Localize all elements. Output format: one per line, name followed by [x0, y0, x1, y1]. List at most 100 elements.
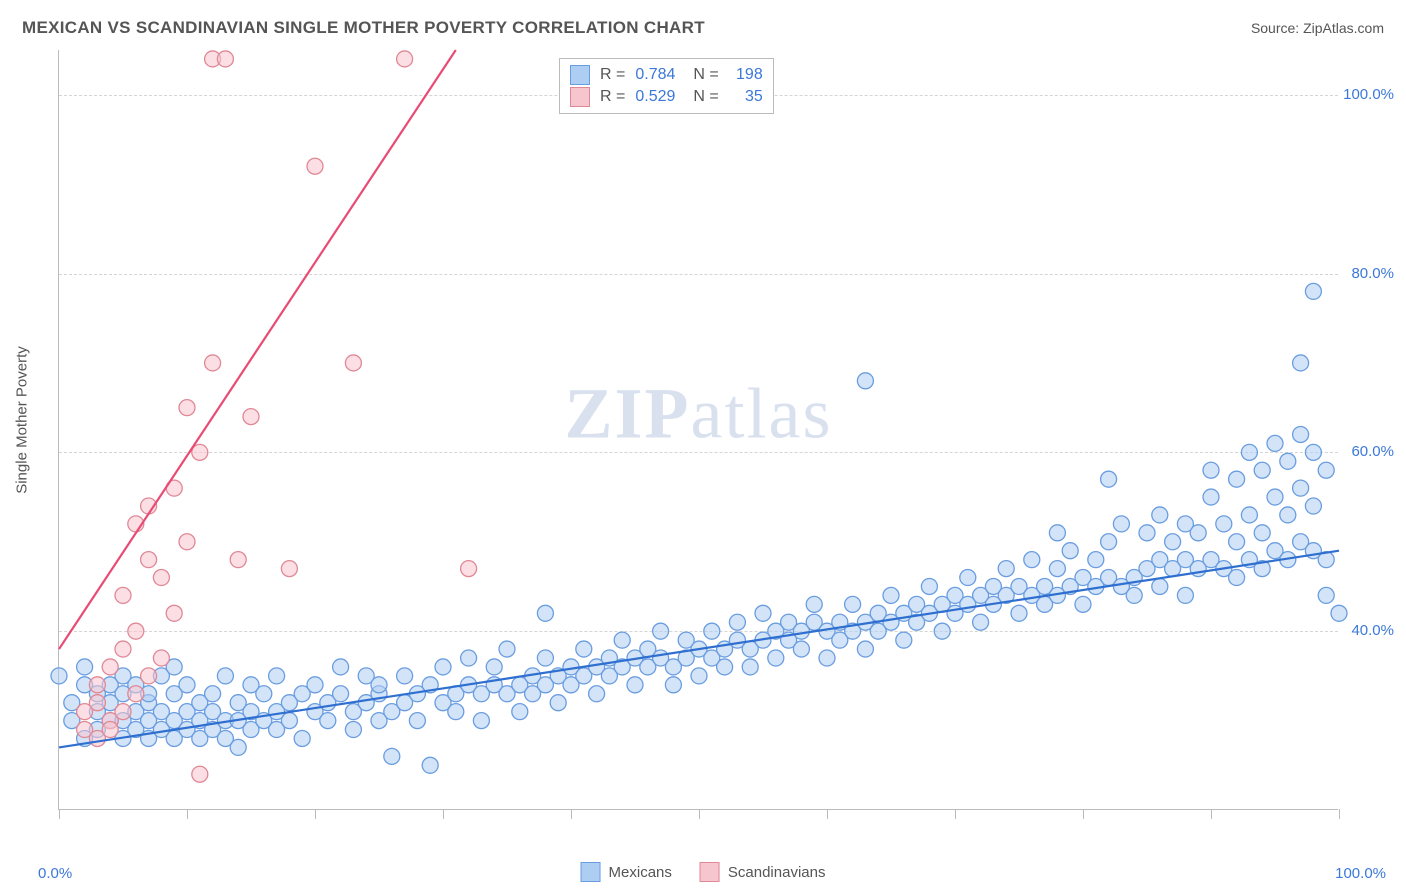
data-point	[230, 552, 246, 568]
data-point	[1280, 453, 1296, 469]
data-point	[192, 766, 208, 782]
x-tick	[1083, 809, 1084, 819]
data-point	[1088, 552, 1104, 568]
x-tick	[443, 809, 444, 819]
data-point	[473, 713, 489, 729]
legend-swatch	[581, 862, 601, 882]
data-point	[345, 355, 361, 371]
chart-title: MEXICAN VS SCANDINAVIAN SINGLE MOTHER PO…	[22, 18, 705, 38]
data-point	[793, 641, 809, 657]
data-point	[102, 659, 118, 675]
x-tick	[827, 809, 828, 819]
data-point	[384, 748, 400, 764]
legend-swatch	[700, 862, 720, 882]
data-point	[512, 704, 528, 720]
data-point	[857, 373, 873, 389]
data-point	[499, 641, 515, 657]
x-axis-min-label: 0.0%	[38, 865, 72, 882]
data-point	[653, 623, 669, 639]
x-tick	[1339, 809, 1340, 819]
data-point	[409, 713, 425, 729]
x-tick	[187, 809, 188, 819]
data-point	[1203, 489, 1219, 505]
stats-row: R = 0.784N = 198	[570, 65, 763, 85]
data-point	[179, 677, 195, 693]
data-point	[589, 686, 605, 702]
legend-label: Scandinavians	[728, 864, 826, 881]
data-point	[998, 561, 1014, 577]
data-point	[1049, 525, 1065, 541]
data-point	[1267, 489, 1283, 505]
data-point	[243, 409, 259, 425]
source-attribution: Source: ZipAtlas.com	[1251, 20, 1384, 36]
series-legend: Mexicans Scandinavians	[581, 862, 826, 882]
data-point	[141, 668, 157, 684]
data-point	[576, 641, 592, 657]
data-point	[896, 632, 912, 648]
data-point	[435, 659, 451, 675]
x-tick	[699, 809, 700, 819]
data-point	[1305, 283, 1321, 299]
data-point	[1177, 587, 1193, 603]
legend-item: Scandinavians	[700, 862, 826, 882]
data-point	[768, 650, 784, 666]
y-axis-label: Single Mother Poverty	[14, 346, 31, 494]
data-point	[1280, 507, 1296, 523]
data-point	[461, 561, 477, 577]
scatter-svg	[59, 50, 1338, 809]
data-point	[857, 641, 873, 657]
data-point	[1139, 525, 1155, 541]
data-point	[1049, 561, 1065, 577]
data-point	[973, 614, 989, 630]
data-point	[550, 695, 566, 711]
data-point	[1241, 444, 1257, 460]
data-point	[1254, 462, 1270, 478]
data-point	[755, 605, 771, 621]
data-point	[627, 677, 643, 693]
data-point	[1203, 462, 1219, 478]
data-point	[729, 614, 745, 630]
data-point	[1293, 480, 1309, 496]
data-point	[217, 51, 233, 67]
data-point	[934, 623, 950, 639]
y-tick-label: 40.0%	[1351, 622, 1394, 639]
data-point	[320, 713, 336, 729]
data-point	[691, 668, 707, 684]
x-tick	[1211, 809, 1212, 819]
stats-swatch	[570, 65, 590, 85]
stats-swatch	[570, 87, 590, 107]
data-point	[51, 668, 67, 684]
data-point	[1254, 525, 1270, 541]
legend-item: Mexicans	[581, 862, 672, 882]
data-point	[1305, 498, 1321, 514]
data-point	[1331, 605, 1347, 621]
data-point	[1216, 516, 1232, 532]
data-point	[128, 686, 144, 702]
data-point	[89, 677, 105, 693]
data-point	[1305, 444, 1321, 460]
data-point	[371, 677, 387, 693]
data-point	[102, 722, 118, 738]
data-point	[307, 677, 323, 693]
r-value: 0.529	[635, 88, 675, 106]
trend-line	[59, 551, 1339, 748]
data-point	[1062, 543, 1078, 559]
data-point	[1318, 587, 1334, 603]
data-point	[1229, 534, 1245, 550]
data-point	[397, 51, 413, 67]
data-point	[665, 677, 681, 693]
data-point	[1293, 426, 1309, 442]
n-value: 198	[729, 66, 763, 84]
plot-area: ZIPatlas R = 0.784N = 198R = 0.529N = 35	[58, 50, 1338, 810]
data-point	[205, 355, 221, 371]
data-point	[230, 739, 246, 755]
data-point	[1024, 552, 1040, 568]
data-point	[1267, 435, 1283, 451]
data-point	[1101, 471, 1117, 487]
r-value: 0.784	[635, 66, 675, 84]
data-point	[883, 587, 899, 603]
data-point	[345, 722, 361, 738]
data-point	[333, 686, 349, 702]
x-tick	[571, 809, 572, 819]
data-point	[281, 561, 297, 577]
